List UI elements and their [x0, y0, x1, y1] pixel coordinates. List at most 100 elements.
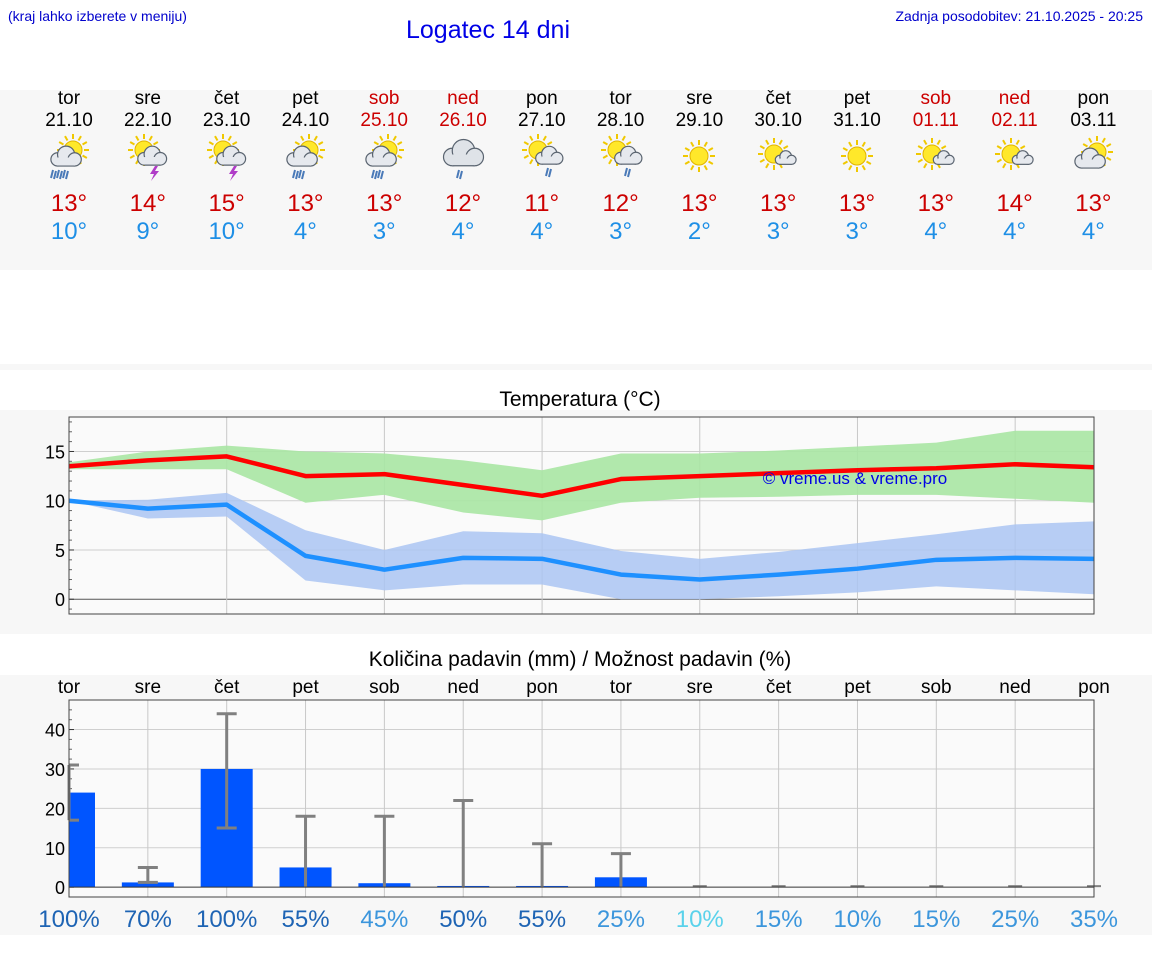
- sun-small-cloud-icon: [994, 138, 1034, 170]
- day-name: pet: [843, 88, 871, 109]
- sun-cloud-thunderstorm-icon: [206, 134, 246, 181]
- precip-error-bar: [295, 814, 316, 888]
- day-column: sre 22.10 14° 9°: [108, 88, 188, 246]
- temp-tick-label: 10: [45, 492, 65, 512]
- precip-day-label: pon: [526, 677, 558, 698]
- precip-probability: 10%: [676, 906, 724, 933]
- day-column: ned 26.10 12° 4°: [423, 88, 503, 246]
- precip-probability: 70%: [124, 906, 172, 933]
- day-date: 24.10: [281, 110, 330, 131]
- precip-day-label: ned: [999, 677, 1031, 698]
- sun-cloud-light-rain-icon: [521, 134, 564, 178]
- max-temp: 14°: [129, 190, 166, 217]
- precip-day-label: pet: [844, 677, 871, 698]
- precip-error-bar: [532, 842, 553, 888]
- min-temp: 3°: [609, 218, 633, 245]
- forecast-band: [0, 90, 1152, 270]
- sun-icon: [841, 140, 873, 172]
- precip-plot-frame: [68, 699, 1095, 898]
- day-column: sre 29.10 13° 2°: [659, 88, 739, 246]
- sun-cloud-heavy-rain-icon: [50, 134, 89, 180]
- cloud-shape: [1011, 150, 1034, 165]
- day-column: pet 24.10 13° 4°: [265, 88, 345, 246]
- min-temp: 4°: [1081, 218, 1105, 245]
- precip-error-bar: [610, 852, 631, 888]
- min-temp: 4°: [1003, 218, 1027, 245]
- day-column: sob 25.10 13° 3°: [344, 88, 424, 246]
- day-column: pon 27.10 11° 4°: [502, 88, 582, 246]
- precip-probability: 10%: [833, 906, 881, 933]
- precip-error-bar: [374, 814, 395, 888]
- max-temp: 12°: [602, 190, 639, 217]
- day-name: čet: [765, 88, 791, 109]
- precip-tick-label: 10: [45, 839, 65, 859]
- min-temp-range-band: [69, 492, 1094, 600]
- max-temp: 15°: [208, 190, 245, 217]
- precip-tick-label: 30: [45, 760, 65, 780]
- location-menu-hint[interactable]: (kraj lahko izberete v meniju): [8, 8, 187, 24]
- min-temp: 10°: [208, 218, 245, 245]
- cloud-shape: [136, 145, 167, 166]
- precip-probability: 35%: [1070, 906, 1118, 933]
- precip-day-label: sre: [135, 677, 161, 698]
- temp-tick-label: 5: [55, 541, 65, 561]
- day-name: pon: [1077, 88, 1110, 109]
- day-date: 03.11: [1070, 110, 1117, 131]
- max-temp: 13°: [50, 190, 88, 217]
- precip-chart-title: Količina padavin (mm) / Možnost padavin …: [368, 648, 792, 671]
- precip-tick-label: 40: [45, 721, 65, 741]
- day-column: pet 31.10 13° 3°: [817, 88, 897, 246]
- rain-drops: [50, 169, 69, 180]
- day-date: 01.11: [912, 110, 959, 131]
- precip-day-label: sob: [921, 677, 952, 698]
- day-date: 28.10: [596, 110, 645, 131]
- precip-day-label: sre: [687, 677, 713, 698]
- sun-rays: [841, 140, 873, 172]
- min-temp: 9°: [136, 218, 160, 245]
- precip-day-label: tor: [610, 677, 633, 698]
- precip-probability: 100%: [38, 906, 99, 933]
- precip-bar: [121, 882, 174, 888]
- cloud-shape: [286, 145, 319, 167]
- section-divider: [0, 364, 1152, 370]
- sun-cloud-light-rain-icon: [600, 134, 643, 178]
- min-temp: 4°: [293, 218, 317, 245]
- max-temp: 13°: [287, 190, 324, 217]
- precip-probability: 45%: [360, 906, 408, 933]
- precip-probability: 55%: [282, 906, 330, 933]
- precip-day-label: sob: [369, 677, 400, 698]
- cloud-shape: [534, 145, 564, 165]
- sun-small-cloud-icon: [758, 138, 797, 170]
- max-temp-line: [68, 454, 1095, 499]
- temp-plot-frame: [68, 416, 1095, 615]
- day-date: 31.10: [833, 110, 881, 131]
- precip-bar: [69, 792, 95, 888]
- max-temp: 13°: [1075, 190, 1112, 217]
- precip-tick-label: 0: [55, 878, 65, 898]
- lightning-bolt: [228, 166, 238, 181]
- precip-probability: 15%: [755, 906, 803, 933]
- cloud-shape: [50, 145, 82, 167]
- day-name: ned: [998, 88, 1031, 109]
- sun-cloud-rain-icon: [286, 134, 326, 180]
- cloud-shape: [613, 145, 643, 165]
- precip-probability: 100%: [196, 906, 257, 933]
- sun-cloud-thunderstorm-icon: [127, 134, 167, 181]
- day-name: tor: [609, 88, 632, 109]
- lightning-bolt: [149, 166, 159, 181]
- day-name: tor: [57, 88, 81, 109]
- chart-watermark: © vreme.us & vreme.pro: [763, 469, 947, 488]
- precip-probability: 55%: [518, 906, 566, 933]
- precip-day-label: čet: [766, 677, 792, 698]
- precip-day-label: ned: [447, 677, 479, 698]
- day-column: tor 21.10 13° 10°: [29, 88, 109, 246]
- sun-cloud-rain-icon: [365, 134, 405, 180]
- precip-day-label: pet: [292, 677, 319, 698]
- cloud-shape: [932, 150, 955, 165]
- precip-probability: 50%: [439, 906, 487, 933]
- sun-rays: [683, 140, 716, 172]
- min-temp: 2°: [687, 218, 711, 245]
- day-column: sob 01.11 13° 4°: [896, 88, 976, 246]
